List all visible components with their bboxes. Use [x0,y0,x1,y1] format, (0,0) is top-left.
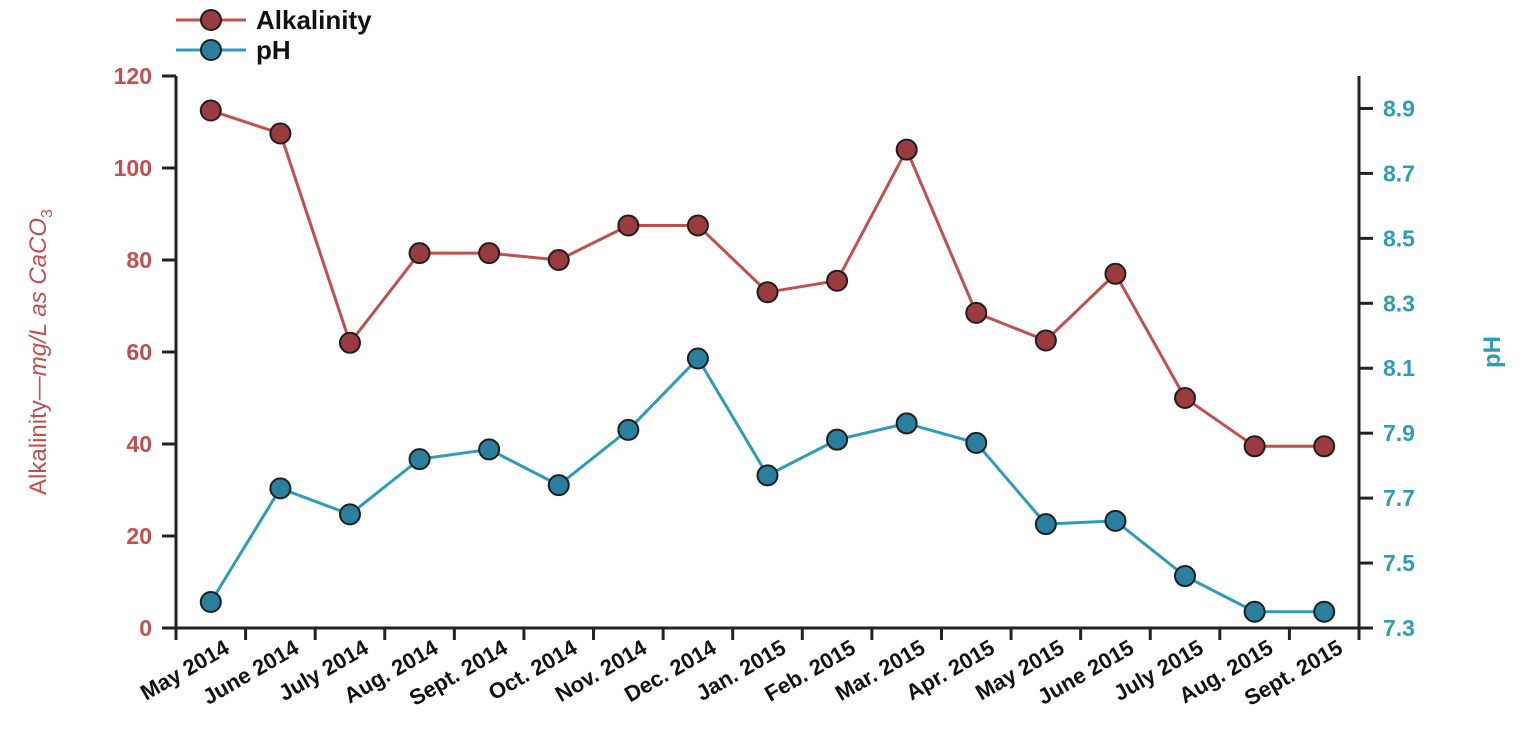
right-tick-label: 8.1 [1383,355,1415,381]
data-point-alkalinity [547,249,570,271]
data-point-alkalinity [478,242,501,265]
series-alkalinity [199,99,1336,458]
data-point-alkalinity [338,331,361,354]
right-tick-label: 7.3 [1383,615,1415,641]
data-point-alkalinity [199,99,222,122]
left-tick-label: 0 [139,615,152,641]
data-point-ph [756,464,779,487]
data-point-ph [1104,509,1127,532]
left-axis-title-unit: mg/L as CaCO [25,218,52,376]
data-point-ph [547,474,570,497]
data-point-alkalinity [269,122,292,145]
data-point-ph [686,347,709,370]
data-point-ph [1174,565,1197,588]
right-tick-label: 8.9 [1383,95,1415,121]
data-point-alkalinity [686,214,709,237]
data-point-ph [826,428,849,451]
data-point-alkalinity [895,138,918,161]
right-tick-label: 8.7 [1383,160,1415,186]
data-point-ph [338,503,361,526]
legend-marker-ph [200,39,222,61]
legend-label-alkalinity: Alkalinity [256,5,372,35]
data-point-alkalinity [617,214,640,237]
right-tick-label: 7.5 [1383,550,1415,576]
data-point-ph [408,448,431,471]
left-axis-title-subscript: 3 [39,209,56,218]
data-point-ph [1313,600,1336,623]
legend-label-ph: pH [256,35,291,65]
left-tick-label: 80 [126,247,152,273]
left-axis-title: Alkalinity—mg/L as CaCO3 [25,209,56,495]
data-point-alkalinity [408,242,431,265]
left-tick-label: 120 [114,63,152,89]
right-axis-title: pH [1479,336,1506,368]
data-point-alkalinity [1313,435,1336,458]
data-point-ph [269,477,292,500]
data-point-ph [617,418,640,441]
right-tick-label: 8.3 [1383,290,1415,316]
right-tick-label: 8.5 [1383,225,1415,251]
data-point-alkalinity [826,269,849,292]
left-axis-title-main: Alkalinity— [25,376,52,495]
data-point-ph [478,438,501,461]
left-tick-label: 60 [126,339,152,365]
data-point-alkalinity [1174,387,1197,409]
data-point-alkalinity [965,301,988,324]
data-point-ph [1243,600,1266,623]
data-point-alkalinity [1104,262,1127,285]
right-tick-label: 7.9 [1383,420,1415,446]
left-tick-label: 100 [114,155,152,181]
data-point-ph [895,412,918,435]
series-layer [199,99,1336,623]
right-tick-label: 7.7 [1383,485,1415,511]
series-line-alkalinity [210,109,1325,448]
series-ph [199,347,1336,623]
data-point-ph [1034,513,1057,536]
left-tick-label: 40 [126,431,152,457]
data-point-ph [199,591,222,614]
data-point-ph [965,431,988,454]
data-point-alkalinity [1034,329,1057,352]
left-y-axis: 0 20 40 60 80 100 120 Alkalinity—mg/L as CaCO3 [25,63,178,641]
legend-marker-alkalinity [200,9,222,31]
data-point-alkalinity [1243,435,1266,458]
left-tick-label: 20 [126,523,152,549]
right-y-axis: 7.3 7.5 7.7 7.9 8.1 8.3 8.5 8.7 8.9 pH [1357,76,1506,641]
data-point-alkalinity [756,281,779,304]
